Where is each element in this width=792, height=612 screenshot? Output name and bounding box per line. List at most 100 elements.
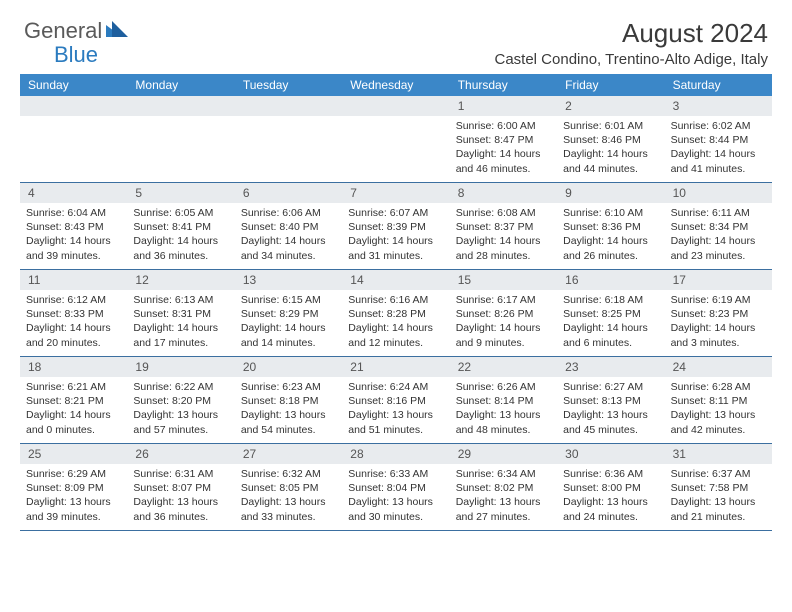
cell-info: Sunrise: 6:22 AMSunset: 8:20 PMDaylight:… <box>127 377 234 440</box>
logo-text-2: Blue <box>54 42 98 68</box>
logo: General Blue <box>24 18 128 44</box>
daylight-text: Daylight: 14 hours and 23 minutes. <box>671 234 766 262</box>
day-header-row: SundayMondayTuesdayWednesdayThursdayFrid… <box>20 74 772 96</box>
sunrise-text: Sunrise: 6:24 AM <box>348 380 443 394</box>
cell-date: 30 <box>557 444 664 464</box>
cell-info: Sunrise: 6:02 AMSunset: 8:44 PMDaylight:… <box>665 116 772 179</box>
page-title: August 2024 <box>495 18 769 49</box>
sunrise-text: Sunrise: 6:06 AM <box>241 206 336 220</box>
calendar-cell: 5Sunrise: 6:05 AMSunset: 8:41 PMDaylight… <box>127 183 234 269</box>
cell-info: Sunrise: 6:13 AMSunset: 8:31 PMDaylight:… <box>127 290 234 353</box>
cell-info: Sunrise: 6:29 AMSunset: 8:09 PMDaylight:… <box>20 464 127 527</box>
cell-date: 15 <box>450 270 557 290</box>
sunrise-text: Sunrise: 6:32 AM <box>241 467 336 481</box>
cell-date: 28 <box>342 444 449 464</box>
sunset-text: Sunset: 8:40 PM <box>241 220 336 234</box>
day-header-cell: Thursday <box>450 74 557 96</box>
cell-date: 3 <box>665 96 772 116</box>
cell-date: 12 <box>127 270 234 290</box>
weeks-container: 1Sunrise: 6:00 AMSunset: 8:47 PMDaylight… <box>20 96 772 531</box>
sunrise-text: Sunrise: 6:08 AM <box>456 206 551 220</box>
cell-date: 6 <box>235 183 342 203</box>
empty-date <box>127 96 234 116</box>
daylight-text: Daylight: 13 hours and 27 minutes. <box>456 495 551 523</box>
daylight-text: Daylight: 13 hours and 21 minutes. <box>671 495 766 523</box>
calendar-cell: 26Sunrise: 6:31 AMSunset: 8:07 PMDayligh… <box>127 444 234 530</box>
cell-info: Sunrise: 6:21 AMSunset: 8:21 PMDaylight:… <box>20 377 127 440</box>
calendar-cell: 31Sunrise: 6:37 AMSunset: 7:58 PMDayligh… <box>665 444 772 530</box>
daylight-text: Daylight: 13 hours and 48 minutes. <box>456 408 551 436</box>
sunset-text: Sunset: 8:02 PM <box>456 481 551 495</box>
day-header-cell: Sunday <box>20 74 127 96</box>
cell-info: Sunrise: 6:16 AMSunset: 8:28 PMDaylight:… <box>342 290 449 353</box>
calendar-cell: 17Sunrise: 6:19 AMSunset: 8:23 PMDayligh… <box>665 270 772 356</box>
calendar-cell: 2Sunrise: 6:01 AMSunset: 8:46 PMDaylight… <box>557 96 664 182</box>
daylight-text: Daylight: 13 hours and 57 minutes. <box>133 408 228 436</box>
sunrise-text: Sunrise: 6:22 AM <box>133 380 228 394</box>
sunset-text: Sunset: 8:25 PM <box>563 307 658 321</box>
cell-date: 27 <box>235 444 342 464</box>
sunrise-text: Sunrise: 6:15 AM <box>241 293 336 307</box>
sunset-text: Sunset: 8:09 PM <box>26 481 121 495</box>
daylight-text: Daylight: 14 hours and 17 minutes. <box>133 321 228 349</box>
title-block: August 2024 Castel Condino, Trentino-Alt… <box>495 18 769 68</box>
daylight-text: Daylight: 13 hours and 42 minutes. <box>671 408 766 436</box>
calendar-cell: 16Sunrise: 6:18 AMSunset: 8:25 PMDayligh… <box>557 270 664 356</box>
cell-date: 16 <box>557 270 664 290</box>
cell-info: Sunrise: 6:32 AMSunset: 8:05 PMDaylight:… <box>235 464 342 527</box>
daylight-text: Daylight: 14 hours and 44 minutes. <box>563 147 658 175</box>
cell-info: Sunrise: 6:26 AMSunset: 8:14 PMDaylight:… <box>450 377 557 440</box>
sunset-text: Sunset: 8:13 PM <box>563 394 658 408</box>
daylight-text: Daylight: 14 hours and 46 minutes. <box>456 147 551 175</box>
calendar-cell: 3Sunrise: 6:02 AMSunset: 8:44 PMDaylight… <box>665 96 772 182</box>
sunset-text: Sunset: 8:23 PM <box>671 307 766 321</box>
sunrise-text: Sunrise: 6:04 AM <box>26 206 121 220</box>
sunrise-text: Sunrise: 6:26 AM <box>456 380 551 394</box>
sunset-text: Sunset: 8:16 PM <box>348 394 443 408</box>
sunrise-text: Sunrise: 6:31 AM <box>133 467 228 481</box>
week-row: 25Sunrise: 6:29 AMSunset: 8:09 PMDayligh… <box>20 444 772 531</box>
daylight-text: Daylight: 13 hours and 54 minutes. <box>241 408 336 436</box>
calendar-cell: 6Sunrise: 6:06 AMSunset: 8:40 PMDaylight… <box>235 183 342 269</box>
cell-info: Sunrise: 6:36 AMSunset: 8:00 PMDaylight:… <box>557 464 664 527</box>
day-header-cell: Wednesday <box>342 74 449 96</box>
cell-date: 2 <box>557 96 664 116</box>
cell-info: Sunrise: 6:28 AMSunset: 8:11 PMDaylight:… <box>665 377 772 440</box>
cell-date: 26 <box>127 444 234 464</box>
daylight-text: Daylight: 13 hours and 39 minutes. <box>26 495 121 523</box>
cell-date: 8 <box>450 183 557 203</box>
daylight-text: Daylight: 13 hours and 45 minutes. <box>563 408 658 436</box>
calendar-cell: 23Sunrise: 6:27 AMSunset: 8:13 PMDayligh… <box>557 357 664 443</box>
sunrise-text: Sunrise: 6:29 AM <box>26 467 121 481</box>
cell-date: 25 <box>20 444 127 464</box>
calendar-cell: 20Sunrise: 6:23 AMSunset: 8:18 PMDayligh… <box>235 357 342 443</box>
cell-info: Sunrise: 6:10 AMSunset: 8:36 PMDaylight:… <box>557 203 664 266</box>
sunset-text: Sunset: 8:39 PM <box>348 220 443 234</box>
sunrise-text: Sunrise: 6:10 AM <box>563 206 658 220</box>
sunset-text: Sunset: 8:21 PM <box>26 394 121 408</box>
cell-date: 31 <box>665 444 772 464</box>
calendar-cell: 14Sunrise: 6:16 AMSunset: 8:28 PMDayligh… <box>342 270 449 356</box>
daylight-text: Daylight: 13 hours and 36 minutes. <box>133 495 228 523</box>
sunset-text: Sunset: 8:46 PM <box>563 133 658 147</box>
sunset-text: Sunset: 8:33 PM <box>26 307 121 321</box>
cell-date: 14 <box>342 270 449 290</box>
calendar-cell: 24Sunrise: 6:28 AMSunset: 8:11 PMDayligh… <box>665 357 772 443</box>
sunset-text: Sunset: 8:31 PM <box>133 307 228 321</box>
daylight-text: Daylight: 14 hours and 9 minutes. <box>456 321 551 349</box>
cell-date: 1 <box>450 96 557 116</box>
sunrise-text: Sunrise: 6:19 AM <box>671 293 766 307</box>
logo-text-1: General <box>24 18 102 44</box>
calendar-cell <box>235 96 342 182</box>
calendar-cell: 11Sunrise: 6:12 AMSunset: 8:33 PMDayligh… <box>20 270 127 356</box>
sunrise-text: Sunrise: 6:37 AM <box>671 467 766 481</box>
cell-date: 20 <box>235 357 342 377</box>
calendar-cell: 29Sunrise: 6:34 AMSunset: 8:02 PMDayligh… <box>450 444 557 530</box>
daylight-text: Daylight: 14 hours and 0 minutes. <box>26 408 121 436</box>
sunset-text: Sunset: 8:37 PM <box>456 220 551 234</box>
daylight-text: Daylight: 14 hours and 31 minutes. <box>348 234 443 262</box>
daylight-text: Daylight: 14 hours and 41 minutes. <box>671 147 766 175</box>
sunrise-text: Sunrise: 6:07 AM <box>348 206 443 220</box>
daylight-text: Daylight: 14 hours and 36 minutes. <box>133 234 228 262</box>
calendar-cell: 25Sunrise: 6:29 AMSunset: 8:09 PMDayligh… <box>20 444 127 530</box>
